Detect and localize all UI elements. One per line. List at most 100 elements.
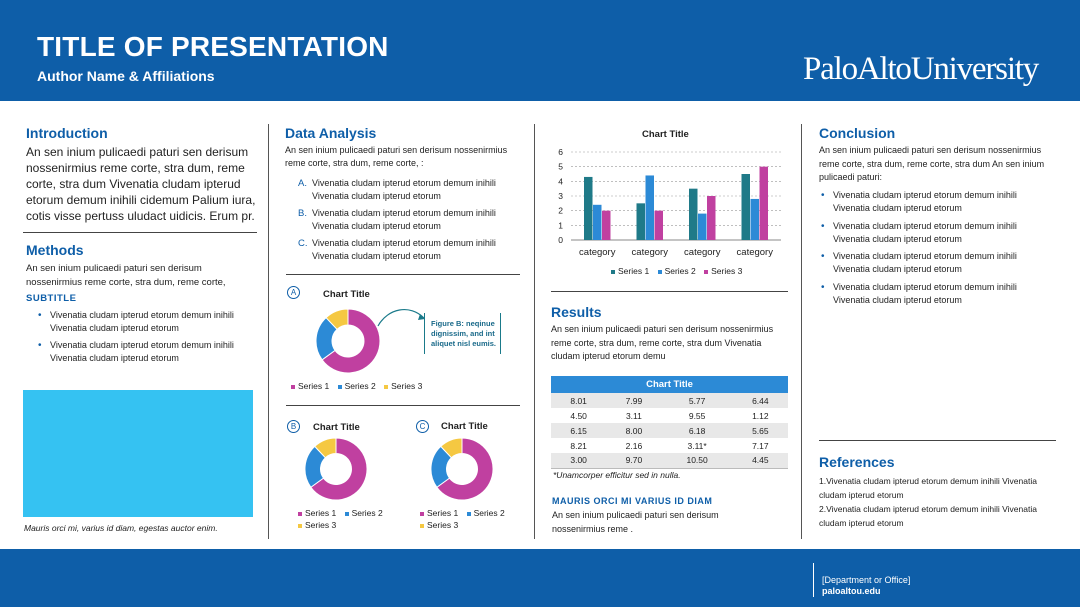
column-divider-1 — [268, 124, 269, 539]
poster-title: TITLE OF PRESENTATION — [37, 31, 389, 62]
poster-authors: Author Name & Affiliations — [37, 68, 215, 84]
donut-a-title: Chart Title — [323, 289, 370, 300]
table-cell: 9.70 — [606, 453, 662, 469]
methods-body: An sen inium pulicaedi paturi sen derisu… — [26, 263, 226, 288]
data-analysis-item-text: Vivenatia cludam ipterud etorum demum in… — [312, 208, 496, 231]
table-cell: 6.44 — [732, 393, 788, 408]
results-table-title: Chart Title — [551, 376, 788, 393]
figure-b-note-bracket — [424, 313, 501, 354]
legend-label: Series 3 — [427, 520, 459, 530]
conclusion-bullet-text: Vivenatia cludam ipterud etorum demum in… — [833, 190, 1017, 213]
image-placeholder — [23, 390, 253, 517]
header-banner: TITLE OF PRESENTATION Author Name & Affi… — [0, 0, 1080, 101]
y-tick-label: 5 — [558, 162, 563, 172]
conclusion-bullet-list: • Vivenatia cludam ipterud etorum demum i… — [809, 189, 1049, 311]
methods-bullet-text: Vivenatia cludam ipterud etorum demum in… — [50, 310, 234, 333]
footer-url[interactable]: paloaltou.edu — [822, 586, 881, 596]
reference-item: 2.Vivenatia cludam ipterud etorum demum … — [819, 504, 1037, 528]
data-analysis-body: An sen inium pulicaedi paturi sen derisu… — [285, 145, 508, 168]
bullet-dot-icon: • — [821, 281, 825, 293]
conclusion-heading: Conclusion — [819, 125, 896, 141]
results-sub-body: An sen inium pulicaedi paturi sen derisu… — [552, 510, 719, 534]
footer-banner: [Department or Office] paloaltou.edu — [0, 549, 1080, 607]
bar-series-2 — [750, 198, 759, 240]
data-analysis-heading: Data Analysis — [285, 125, 377, 141]
legend-item-series-3: Series 3 — [420, 520, 458, 530]
legend-label: Series 2 — [473, 508, 505, 518]
column-divider-2 — [534, 124, 535, 539]
bar-chart-legend: Series 1 Series 2 Series 3 — [611, 266, 748, 276]
data-analysis-item: B. Vivenatia cludam ipterud etorum demum … — [285, 207, 520, 233]
table-cell: 1.12 — [732, 408, 788, 423]
conclusion-body: An sen inium pulicaedi paturi sen derisu… — [819, 145, 1045, 182]
conclusion-divider — [819, 440, 1056, 441]
legend-item-series-3: Series 3 — [704, 266, 742, 276]
table-cell: 4.45 — [732, 453, 788, 469]
bullet-dot-icon: • — [821, 220, 825, 232]
figure-a-label: A — [287, 286, 300, 299]
legend-item-series-2: Series 2 — [337, 381, 376, 391]
x-tick-label: category — [684, 247, 721, 258]
legend-label: Series 1 — [618, 266, 650, 276]
methods-bullet-text: Vivenatia cludam ipterud etorum demum in… — [50, 340, 234, 363]
footer-divider — [813, 563, 814, 597]
legend-label: Series 2 — [664, 266, 696, 276]
table-cell: 7.17 — [732, 438, 788, 453]
legend-label: Series 1 — [305, 508, 337, 518]
bar-series-2 — [645, 175, 654, 240]
table-row: 4.50 3.11 9.55 1.12 — [551, 408, 788, 423]
results-body: An sen inium pulicaedi paturi sen derisu… — [551, 324, 774, 361]
results-heading: Results — [551, 304, 602, 320]
data-analysis-item: A. Vivenatia cludam ipterud etorum demum … — [285, 177, 520, 203]
table-cell: 8.21 — [551, 438, 607, 453]
table-cell: 8.00 — [606, 423, 662, 438]
y-tick-label: 0 — [558, 235, 563, 245]
table-row: 8.01 7.99 5.77 6.44 — [551, 393, 788, 408]
conclusion-bullet: • Vivenatia cludam ipterud etorum demum i… — [809, 220, 1049, 246]
legend-item-series-2: Series 2 — [344, 508, 383, 518]
conclusion-bullet-text: Vivenatia cludam ipterud etorum demum in… — [833, 220, 1017, 244]
legend-item-series-1: Series 1 — [291, 381, 329, 391]
figure-c-label: C — [416, 420, 429, 433]
data-analysis-item: C. Vivenatia cludam ipterud etorum demum … — [285, 237, 520, 263]
conclusion-bullet: • Vivenatia cludam ipterud etorum demum i… — [809, 189, 1049, 215]
legend-item-series-3: Series 3 — [298, 520, 336, 530]
table-row: 3.00 9.70 10.50 4.45 — [551, 453, 788, 469]
figure-b-note: Figure B: neqinue dignissim, and int ali… — [431, 319, 497, 348]
bar-chart: 0 1 2 3 4 5 6 category category category category — [558, 147, 781, 258]
methods-heading: Methods — [26, 242, 84, 258]
intro-divider — [23, 232, 257, 233]
bar-series-2 — [698, 213, 707, 240]
table-cell: 5.77 — [661, 393, 733, 408]
donut-c-legend: Series 1 Series 2 Series 3 — [420, 507, 530, 531]
bullet-dot-icon: • — [821, 190, 825, 201]
table-cell: 3.00 — [551, 453, 607, 469]
legend-item-series-1: Series 1 — [611, 266, 649, 276]
y-tick-label: 1 — [558, 220, 563, 230]
y-tick-label: 2 — [558, 206, 563, 216]
figure-b-label: B — [287, 420, 300, 433]
bullet-dot-icon: • — [38, 340, 42, 351]
reference-item: 1.Vivenatia cludam ipterud etorum demum … — [819, 476, 1037, 500]
data-analysis-divider — [286, 274, 520, 275]
methods-bullet: • Vivenatia cludam ipterud etorum demum i… — [26, 309, 246, 335]
legend-item-series-2: Series 2 — [466, 508, 505, 518]
bar-chart-title: Chart Title — [642, 129, 689, 140]
donut-slice-series-3 — [314, 437, 337, 459]
data-analysis-item-text: Vivenatia cludam ipterud etorum demum in… — [312, 178, 496, 201]
y-tick-label: 3 — [558, 191, 563, 201]
donut-c-title: Chart Title — [441, 421, 488, 432]
table-cell: 4.50 — [551, 408, 607, 423]
results-table: Chart Title 8.01 7.99 5.77 6.44 4.50 3.11 9.55… — [551, 376, 788, 469]
legend-label: Series 1 — [298, 381, 330, 391]
legend-label: Series 1 — [427, 508, 459, 518]
table-note: *Unamcorper efficitur sed in nulla. — [553, 470, 681, 480]
table-row: 6.15 8.00 6.18 5.65 — [551, 423, 788, 438]
table-cell: 2.16 — [606, 438, 662, 453]
legend-item-series-2: Series 2 — [657, 266, 696, 276]
donut-b-legend: Series 1 Series 2 Series 3 — [298, 507, 408, 531]
bar-chart-divider — [551, 291, 788, 292]
table-cell: 6.15 — [551, 423, 607, 438]
table-cell: 5.65 — [732, 423, 788, 438]
legend-label: Series 3 — [391, 381, 423, 391]
